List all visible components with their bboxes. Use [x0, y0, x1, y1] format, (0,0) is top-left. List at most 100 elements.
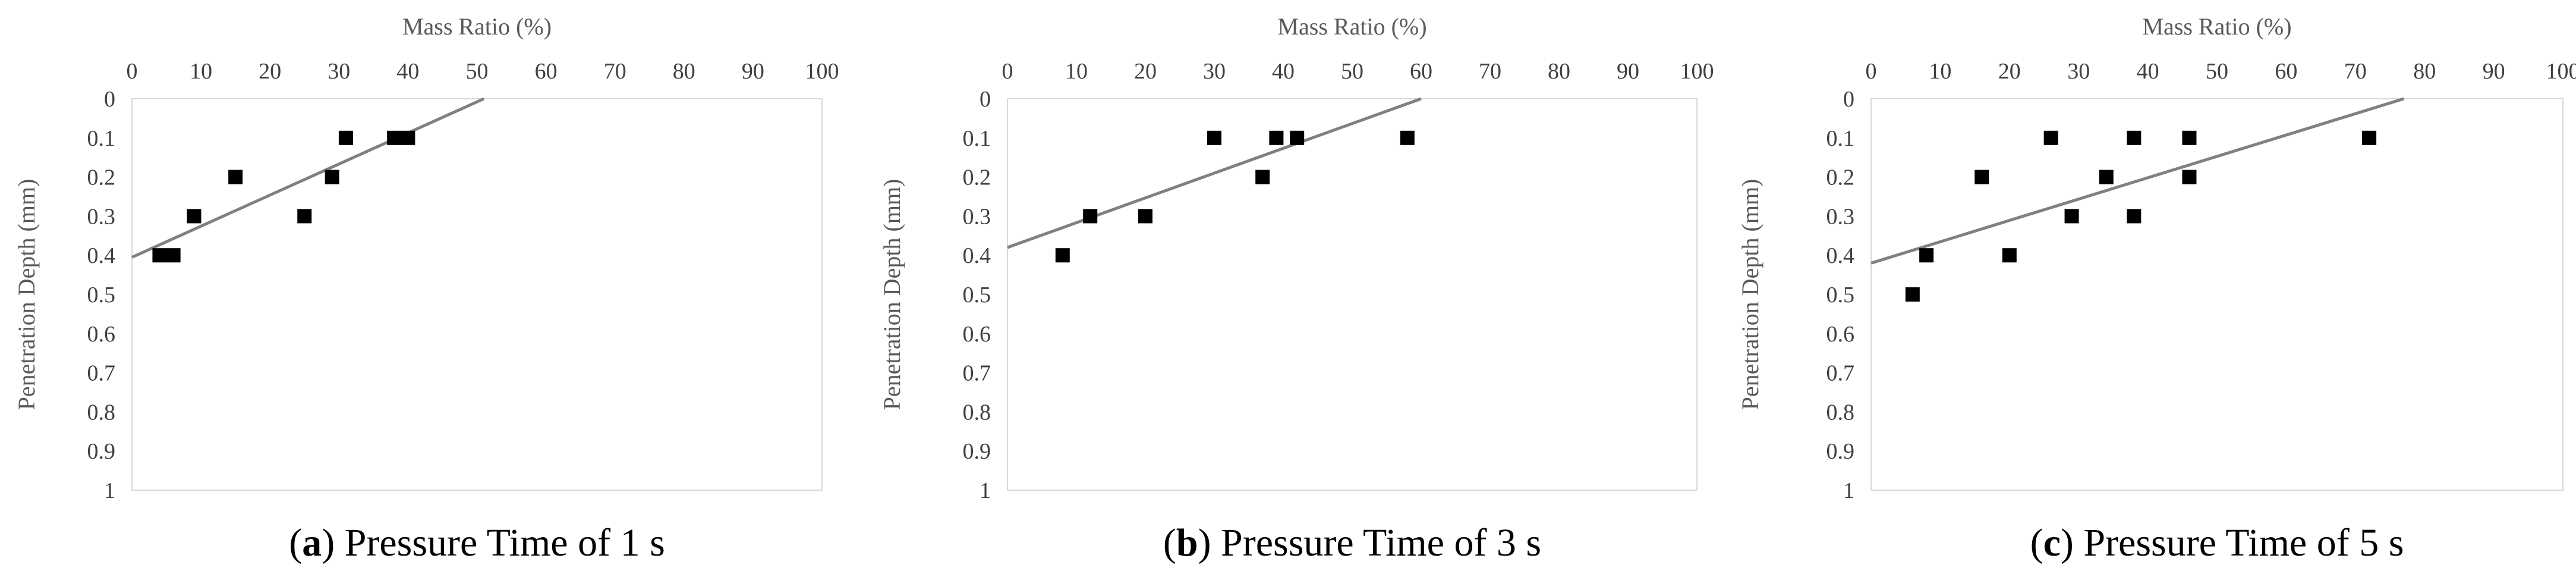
panel-caption: (b) Pressure Time of 3 s: [1163, 521, 1541, 565]
y-tick-label: 0.8: [1826, 400, 1855, 425]
x-tick-label: 0: [1866, 59, 1877, 84]
y-tick-label: 0.9: [1826, 439, 1855, 464]
trendline: [131, 97, 485, 259]
panel-caption: (a) Pressure Time of 1 s: [289, 521, 665, 565]
data-point: [2002, 248, 2017, 263]
y-tick-label: 0.6: [87, 322, 116, 347]
x-tick-label: 40: [2137, 59, 2159, 84]
data-point: [1905, 287, 1920, 302]
x-tick-label: 20: [1134, 59, 1157, 84]
x-tick-label: 30: [1203, 59, 1226, 84]
data-point: [2064, 209, 2079, 224]
y-tick-label: 0.5: [87, 283, 116, 308]
y-tick-label: 0.8: [963, 400, 991, 425]
y-tick-label: 0: [104, 87, 115, 112]
x-tick-label: 70: [1479, 59, 1501, 84]
x-axis-title: Mass Ratio (%): [402, 13, 552, 40]
x-tick-label: 60: [2275, 59, 2297, 84]
x-tick-label: 40: [396, 59, 419, 84]
x-tick-label: 100: [2546, 59, 2576, 84]
data-point: [2043, 130, 2058, 145]
y-tick-label: 0.9: [963, 439, 991, 464]
y-tick-label: 0: [980, 87, 991, 112]
y-tick-label: 0.1: [87, 126, 116, 151]
x-tick-label: 10: [190, 59, 212, 84]
y-tick-label: 0.4: [963, 243, 991, 268]
data-point: [152, 248, 167, 263]
x-tick-label: 40: [1272, 59, 1295, 84]
y-tick-label: 1: [980, 478, 991, 503]
y-tick-label: 0.3: [963, 204, 991, 229]
y-tick-label: 1: [104, 478, 115, 503]
x-tick-label: 50: [466, 59, 489, 84]
x-axis-title: Mass Ratio (%): [2142, 13, 2291, 40]
x-tick-label: 20: [259, 59, 281, 84]
y-tick-label: 0.9: [87, 439, 116, 464]
x-tick-label: 20: [1998, 59, 2021, 84]
panel-label: a: [302, 521, 322, 565]
y-tick-label: 0.3: [1826, 204, 1855, 229]
x-tick-label: 70: [604, 59, 626, 84]
data-point: [325, 170, 339, 184]
data-point: [1055, 248, 1070, 263]
data-point: [1255, 170, 1270, 184]
x-tick-label: 100: [1680, 59, 1714, 84]
x-tick-label: 90: [742, 59, 764, 84]
data-point: [338, 130, 353, 145]
x-tick-label: 80: [1548, 59, 1570, 84]
chart-panel-b: 0 10 20 30 40 50 60 70 80 90 100 0 0.1 0.2 0.3 0.4 0.5 0.…: [878, 13, 1714, 565]
data-point: [2182, 130, 2197, 145]
y-tick-label: 0.6: [1826, 322, 1855, 347]
panel-label: b: [1176, 521, 1198, 565]
y-tick-label: 0.5: [1826, 283, 1855, 308]
data-point: [2362, 130, 2377, 145]
data-point: [228, 170, 243, 184]
plot-area-frame: [1870, 98, 2564, 491]
data-point: [1138, 209, 1152, 224]
plot-area-frame: [131, 98, 823, 491]
data-point: [1269, 130, 1284, 145]
data-point: [1974, 170, 1989, 184]
data-point: [1290, 130, 1305, 145]
trendline: [1870, 97, 2405, 265]
data-point: [1400, 130, 1415, 145]
x-tick-label: 70: [2344, 59, 2367, 84]
x-tick-label: 50: [1341, 59, 1363, 84]
data-point: [297, 209, 312, 224]
data-point: [2099, 170, 2114, 184]
x-tick-label: 10: [1065, 59, 1088, 84]
x-tick-label: 30: [327, 59, 350, 84]
x-tick-label: 80: [2413, 59, 2436, 84]
data-point: [401, 130, 415, 145]
data-point: [2127, 130, 2142, 145]
panel-caption: (c) Pressure Time of 5 s: [2030, 521, 2404, 565]
y-axis-title: Penetration Depth (mm): [878, 179, 905, 410]
y-tick-label: 0.6: [963, 322, 991, 347]
chart-panel-a: 0 10 20 30 40 50 60 70 80 90 100 0 0.1 0.2 0.3 0.4 0.5 0.…: [13, 13, 839, 565]
y-tick-label: 0.4: [87, 243, 116, 268]
x-tick-label: 50: [2206, 59, 2228, 84]
x-tick-label: 0: [1002, 59, 1013, 84]
chart-panel-c: 0 10 20 30 40 50 60 70 80 90 100 0 0.1 0.2 0.3 0.4 0.5 0.…: [1737, 13, 2576, 565]
data-point: [166, 248, 181, 263]
x-tick-label: 0: [127, 59, 138, 84]
data-point: [387, 130, 402, 145]
y-tick-label: 0.2: [963, 165, 991, 190]
x-tick-label: 90: [2483, 59, 2505, 84]
y-tick-label: 0.2: [87, 165, 116, 190]
x-tick-label: 90: [1617, 59, 1639, 84]
y-tick-label: 0.3: [87, 204, 116, 229]
x-tick-label: 60: [1410, 59, 1432, 84]
y-tick-label: 0.7: [87, 361, 116, 386]
data-point: [1083, 209, 1098, 224]
x-tick-label: 10: [1929, 59, 1951, 84]
x-tick-label: 60: [535, 59, 558, 84]
y-tick-label: 0: [1843, 87, 1854, 112]
x-tick-label: 100: [805, 59, 839, 84]
x-tick-label: 30: [2067, 59, 2090, 84]
y-tick-label: 0.1: [1826, 126, 1855, 151]
y-tick-label: 0.7: [963, 361, 991, 386]
plot-area-frame: [1007, 98, 1698, 491]
data-point: [2182, 170, 2197, 184]
